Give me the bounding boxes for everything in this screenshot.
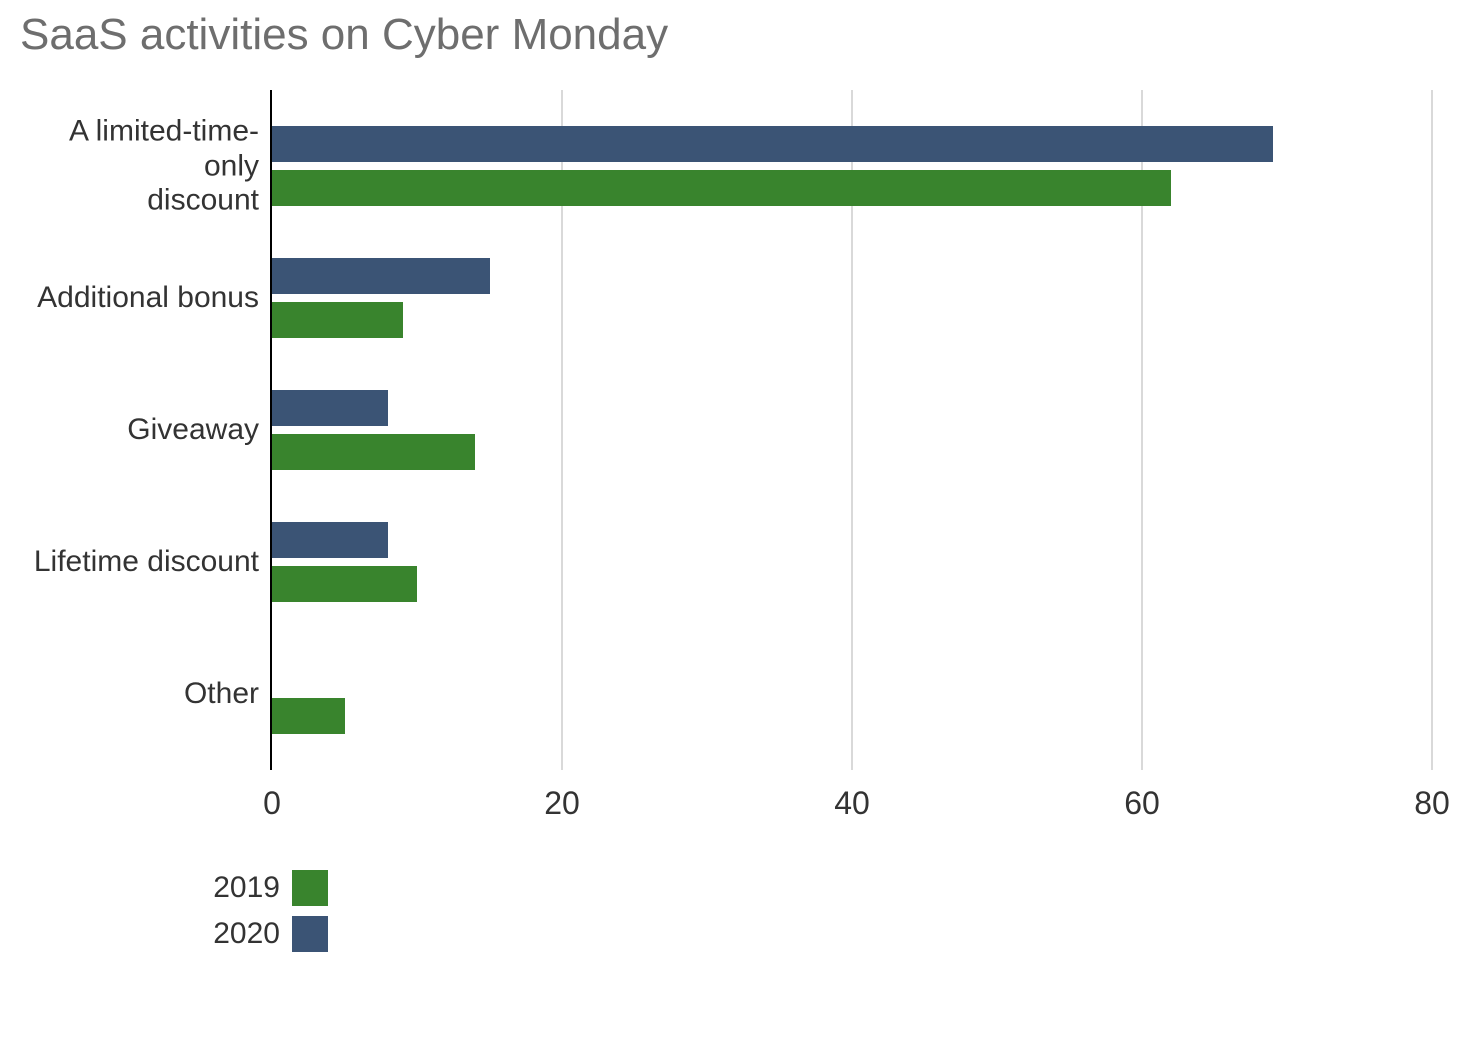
x-tick-label: 20: [544, 785, 580, 822]
x-tick-label: 80: [1414, 785, 1450, 822]
x-tick-label: 60: [1124, 785, 1160, 822]
bar: [272, 258, 490, 294]
legend-label: 2019: [200, 871, 280, 905]
x-tick-label: 40: [834, 785, 870, 822]
bar: [272, 566, 417, 602]
bar: [272, 126, 1273, 162]
chart-container: SaaS activities on Cyber Monday 02040608…: [0, 0, 1459, 1053]
plot-area: 020406080: [270, 90, 1430, 770]
chart-title: SaaS activities on Cyber Monday: [20, 10, 668, 60]
bar: [272, 522, 388, 558]
x-tick-label: 0: [263, 785, 281, 822]
category-label: Giveaway: [19, 413, 259, 448]
category-label: Lifetime discount: [19, 545, 259, 580]
legend-item: 2020: [200, 916, 328, 952]
bar: [272, 434, 475, 470]
gridline: [1431, 90, 1433, 770]
legend-label: 2020: [200, 917, 280, 951]
legend-swatch: [292, 870, 328, 906]
legend-item: 2019: [200, 870, 328, 906]
category-label: Other: [19, 677, 259, 712]
bar: [272, 170, 1171, 206]
bar: [272, 302, 403, 338]
category-label: A limited-time-onlydiscount: [19, 114, 259, 218]
legend-swatch: [292, 916, 328, 952]
bar: [272, 698, 345, 734]
category-label: Additional bonus: [19, 281, 259, 316]
legend: 2019 2020: [200, 870, 328, 962]
bar: [272, 390, 388, 426]
